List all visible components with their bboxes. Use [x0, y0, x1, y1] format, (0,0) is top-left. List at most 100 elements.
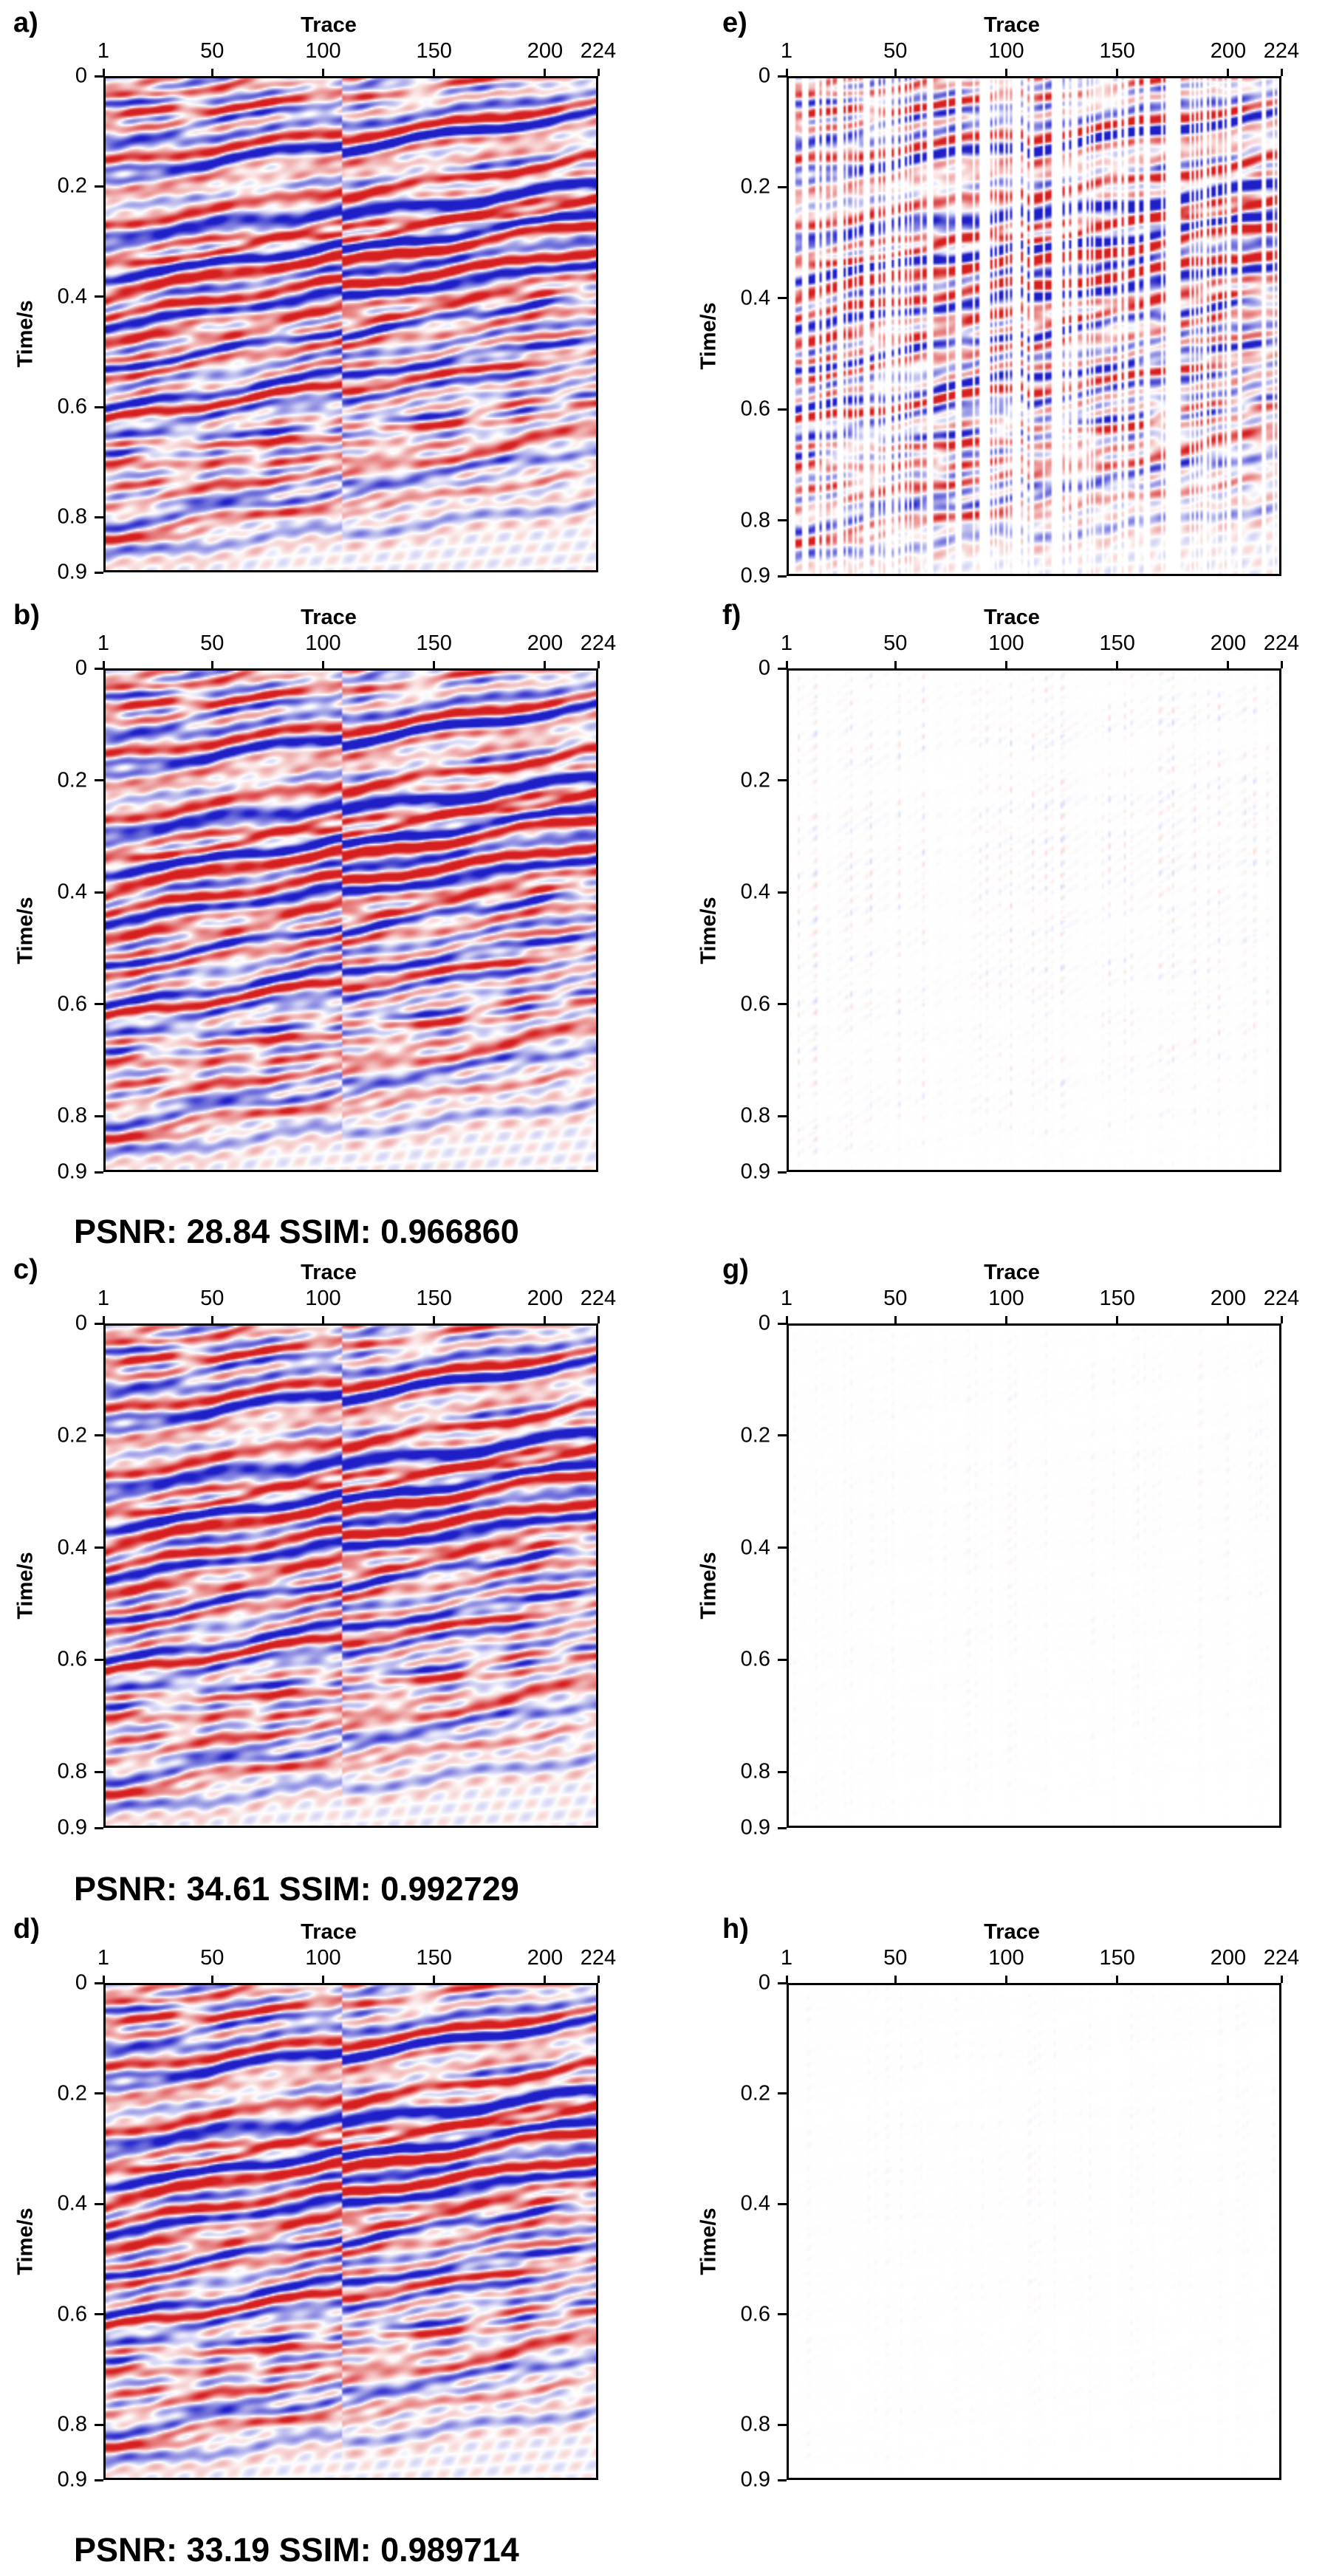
- y-tick-label: 0.8: [740, 1759, 770, 1784]
- y-tick-mark: [95, 1826, 103, 1829]
- x-tick-label: 150: [1099, 39, 1135, 63]
- x-tick-mark: [1280, 661, 1283, 668]
- x-tick-label: 150: [416, 39, 452, 63]
- seismic-image: [103, 1323, 598, 1828]
- x-axis-title: Trace: [984, 13, 1040, 37]
- y-tick-mark: [778, 1003, 787, 1006]
- x-tick-mark: [433, 1316, 436, 1323]
- x-tick-mark: [1004, 69, 1007, 76]
- y-tick-label: 0.4: [57, 2191, 87, 2216]
- x-tick-mark: [210, 1976, 213, 1983]
- metrics-caption: PSNR: 33.19 SSIM: 0.989714: [74, 2531, 519, 2569]
- y-tick-label: 0: [758, 1311, 770, 1335]
- x-tick-label: 50: [883, 39, 908, 63]
- y-tick-label: 0.6: [57, 992, 87, 1016]
- x-tick-mark: [785, 69, 788, 76]
- y-tick-label: 0.9: [740, 2467, 770, 2492]
- y-tick-label: 0.8: [57, 1103, 87, 1128]
- y-tick-label: 0.6: [740, 397, 770, 421]
- panel-label: c): [13, 1254, 38, 1285]
- y-axis-title: Time/s: [13, 1552, 38, 1620]
- x-tick-mark: [1280, 1976, 1283, 1983]
- x-tick-mark: [1116, 661, 1119, 668]
- x-tick-label: 100: [305, 39, 341, 63]
- y-tick-mark: [95, 1981, 103, 1984]
- x-tick-label: 224: [1263, 39, 1300, 63]
- x-tick-mark: [102, 1316, 105, 1323]
- x-tick-label: 224: [580, 39, 617, 63]
- x-tick-label: 200: [1210, 39, 1247, 63]
- seismic-raster: [789, 78, 1279, 574]
- x-axis-title: Trace: [301, 1261, 357, 1284]
- x-tick-mark: [894, 1316, 897, 1323]
- x-tick-mark: [321, 1976, 324, 1983]
- y-tick-label: 0.8: [740, 508, 770, 532]
- x-tick-label: 200: [527, 1287, 564, 1310]
- x-tick-mark: [1004, 1316, 1007, 1323]
- y-tick-label: 0.9: [57, 2467, 87, 2492]
- seismic-image: [787, 76, 1281, 576]
- x-tick-mark: [544, 661, 547, 668]
- x-tick-mark: [597, 69, 600, 76]
- y-tick-label: 0.4: [57, 880, 87, 904]
- x-tick-label: 100: [305, 1946, 341, 1970]
- y-tick-label: 0.8: [740, 1103, 770, 1128]
- x-tick-label: 224: [580, 631, 617, 655]
- y-axis-title: Time/s: [696, 2207, 721, 2275]
- x-axis-title: Trace: [984, 606, 1040, 629]
- y-tick-mark: [778, 297, 787, 300]
- x-tick-mark: [1004, 1976, 1007, 1983]
- y-tick-mark: [778, 2479, 787, 2481]
- y-axis-title: Time/s: [696, 896, 721, 965]
- y-tick-mark: [95, 2479, 103, 2481]
- y-tick-label: 0.2: [57, 2081, 87, 2106]
- x-tick-label: 200: [527, 631, 564, 655]
- y-tick-mark: [95, 1546, 103, 1549]
- x-tick-mark: [102, 661, 105, 668]
- x-tick-label: 224: [1263, 1946, 1300, 1970]
- y-tick-mark: [778, 779, 787, 782]
- x-tick-label: 150: [1099, 1946, 1135, 1970]
- x-tick-label: 224: [580, 1946, 617, 1970]
- x-tick-label: 1: [97, 631, 110, 655]
- y-tick-mark: [95, 2313, 103, 2316]
- x-tick-mark: [785, 661, 788, 668]
- y-tick-label: 0: [75, 1311, 87, 1335]
- y-tick-mark: [778, 667, 787, 670]
- y-tick-mark: [778, 1322, 787, 1325]
- y-tick-mark: [778, 2092, 787, 2095]
- x-tick-mark: [544, 1316, 547, 1323]
- x-tick-mark: [433, 661, 436, 668]
- x-tick-mark: [544, 69, 547, 76]
- y-tick-mark: [778, 1114, 787, 1117]
- y-tick-label: 0.2: [740, 768, 770, 792]
- x-tick-mark: [1227, 1316, 1230, 1323]
- y-tick-mark: [95, 2092, 103, 2095]
- y-tick-label: 0.6: [740, 1647, 770, 1671]
- x-tick-mark: [597, 661, 600, 668]
- y-tick-mark: [778, 408, 787, 411]
- y-tick-label: 0.9: [57, 560, 87, 584]
- x-tick-label: 150: [1099, 631, 1135, 655]
- x-tick-mark: [102, 1976, 105, 1983]
- seismic-raster: [106, 1985, 596, 2478]
- y-tick-label: 0.6: [740, 2302, 770, 2326]
- y-tick-label: 0.2: [57, 1423, 87, 1448]
- x-tick-mark: [1280, 1316, 1283, 1323]
- x-tick-label: 200: [1210, 1946, 1247, 1970]
- x-tick-label: 150: [416, 1287, 452, 1310]
- y-tick-mark: [95, 1171, 103, 1174]
- x-tick-label: 200: [527, 39, 564, 63]
- y-axis-title: Time/s: [13, 896, 38, 965]
- x-tick-label: 1: [780, 1946, 793, 1970]
- x-tick-mark: [1116, 1976, 1119, 1983]
- y-tick-label: 0.8: [57, 2412, 87, 2436]
- y-tick-mark: [95, 571, 103, 574]
- x-tick-label: 50: [200, 39, 225, 63]
- y-tick-mark: [778, 1981, 787, 1984]
- y-tick-mark: [95, 295, 103, 298]
- metrics-caption: PSNR: 28.84 SSIM: 0.966860: [74, 1213, 519, 1250]
- x-axis-title: Trace: [984, 1261, 1040, 1284]
- seismic-image: [787, 1983, 1281, 2480]
- x-tick-label: 224: [1263, 631, 1300, 655]
